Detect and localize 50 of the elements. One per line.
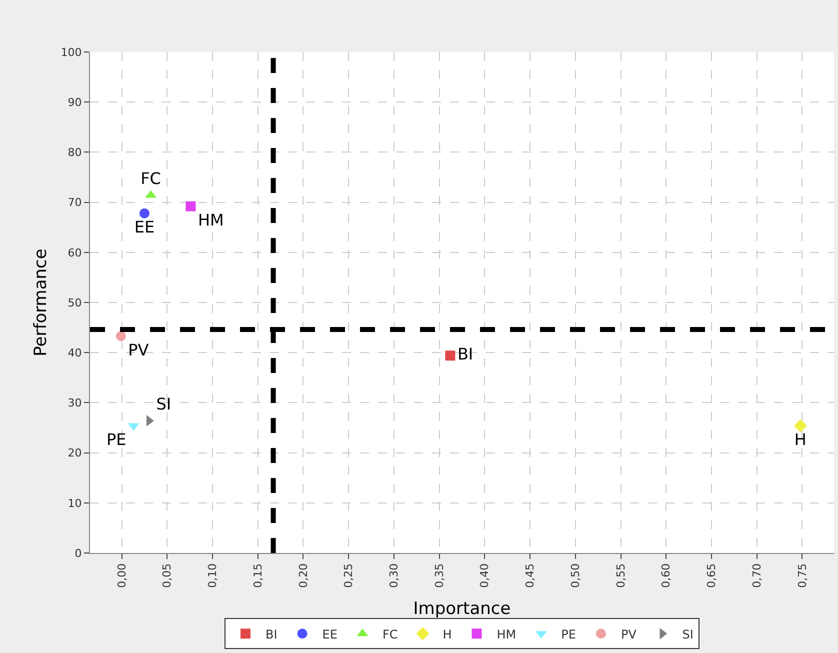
point [116, 331, 126, 342]
y-tick-label: 30 [68, 396, 82, 410]
x-tick-label: 0,40 [478, 563, 492, 588]
y-tick-label: 50 [68, 296, 82, 310]
x-tick-label: 0,45 [524, 563, 537, 588]
text: BI [457, 344, 474, 364]
text: FC [140, 169, 161, 188]
y-tick-label: 0 [74, 546, 82, 560]
x-tick-label: 0,35 [432, 563, 446, 588]
y-axis-title: Performance [31, 248, 51, 356]
legend-label: EE [322, 627, 338, 642]
x-tick-label: 0,20 [296, 563, 310, 588]
x-tick-label: 0,55 [614, 563, 628, 588]
point [445, 350, 456, 361]
x-tick-label: 0,15 [251, 563, 264, 588]
text: EE [134, 218, 155, 237]
text: PV [128, 340, 149, 360]
y-tick-label: 20 [68, 446, 82, 460]
text: PE [106, 430, 126, 449]
y-tick-label: 90 [68, 96, 82, 109]
point [186, 201, 196, 212]
text: SI [156, 394, 172, 414]
x-tick-label: 0,60 [660, 563, 673, 588]
legend-label: PV [620, 627, 638, 642]
y-tick-label: 70 [68, 196, 82, 210]
x-tick-label: 0,25 [342, 563, 356, 588]
x-tick-label: 0,50 [568, 563, 582, 588]
y-tick-label: 60 [68, 246, 82, 260]
legend-label: SI [682, 627, 694, 642]
legend-label: HM [496, 627, 516, 642]
x-tick-label: 0,10 [206, 563, 220, 588]
x-tick-label: 0,70 [750, 563, 764, 588]
y-tick-label: 40 [68, 346, 82, 360]
x-axis-title: Importance [413, 599, 511, 619]
x-tick-label: 0,65 [705, 563, 718, 588]
legend-label: PE [561, 627, 576, 642]
point [794, 419, 807, 432]
x-tick-label: 0,75 [796, 563, 809, 588]
x-tick-label: 0,00 [115, 563, 128, 588]
point [139, 208, 150, 218]
text: H [794, 430, 806, 449]
legend-label: BI [266, 627, 278, 642]
y-tick-label: 10 [68, 496, 82, 510]
x-tick-label: 0,05 [160, 563, 174, 588]
legend-label: H [442, 627, 452, 642]
legend-label: FC [382, 627, 398, 642]
x-tick-label: 0,30 [388, 563, 401, 588]
y-tick-label: 100 [60, 46, 82, 59]
text: HM [198, 210, 224, 230]
y-tick-label: 80 [68, 146, 82, 160]
